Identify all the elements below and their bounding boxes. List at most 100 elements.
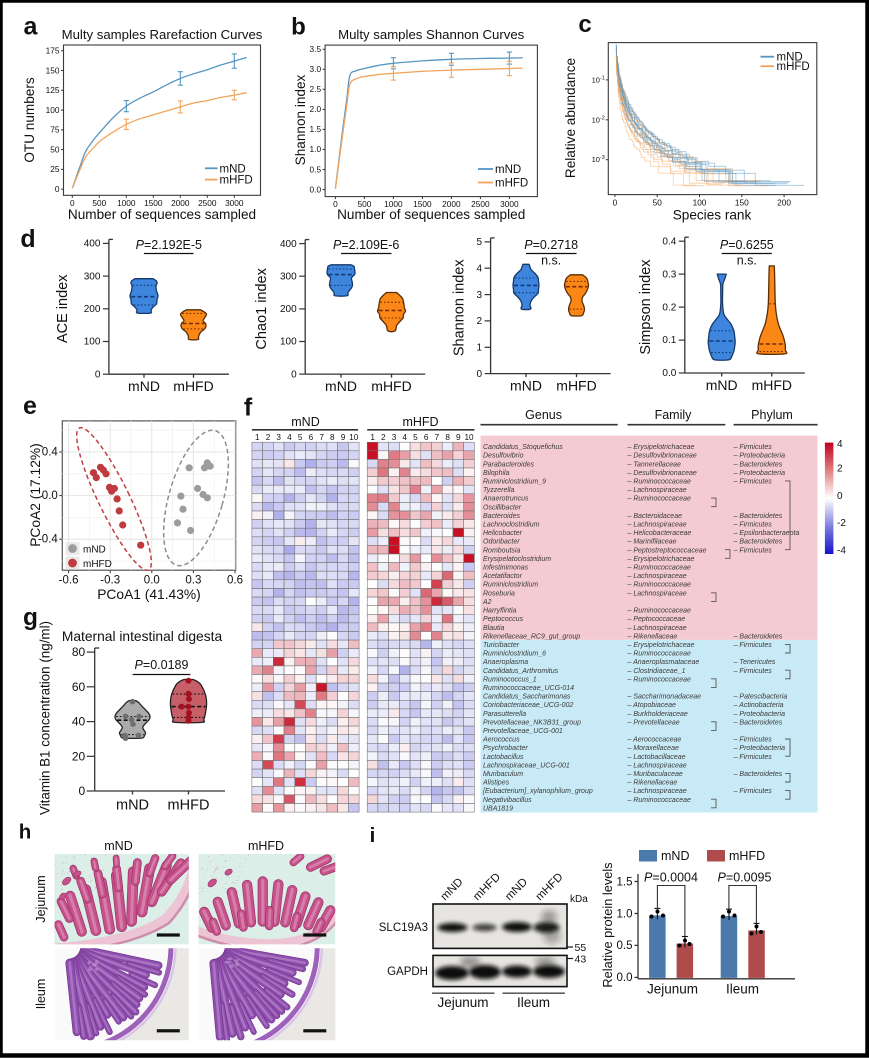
svg-text:– Rikenellaceae: – Rikenellaceae bbox=[627, 633, 678, 640]
svg-text:10: 10 bbox=[464, 433, 474, 442]
svg-text:300: 300 bbox=[84, 271, 101, 282]
svg-text:mHFD: mHFD bbox=[471, 871, 503, 903]
svg-text:1000: 1000 bbox=[117, 198, 136, 208]
svg-text:200: 200 bbox=[777, 198, 791, 208]
svg-text:0.4: 0.4 bbox=[662, 236, 676, 247]
svg-text:Bilophila: Bilophila bbox=[483, 470, 510, 477]
svg-text:– Bacteroidaceae: – Bacteroidaceae bbox=[627, 513, 683, 520]
svg-text:Maternal intestinal digesta: Maternal intestinal digesta bbox=[62, 629, 223, 644]
svg-text:10-3: 10-3 bbox=[592, 155, 605, 164]
svg-text:b: b bbox=[291, 14, 306, 41]
svg-text:– Atopobiaceae: – Atopobiaceae bbox=[627, 702, 676, 709]
svg-text:mND: mND bbox=[220, 163, 246, 175]
svg-text:-0.4: -0.4 bbox=[38, 534, 58, 546]
svg-text:8: 8 bbox=[330, 433, 335, 442]
svg-text:Chao1 index: Chao1 index bbox=[254, 267, 270, 349]
svg-text:200: 200 bbox=[84, 304, 101, 315]
svg-text:200: 200 bbox=[280, 304, 297, 315]
svg-text:– Desulfovibrionaceae: – Desulfovibrionaceae bbox=[627, 453, 697, 460]
svg-text:– Muribaculaceae: – Muribaculaceae bbox=[627, 771, 683, 778]
svg-text:-0.6: -0.6 bbox=[59, 575, 79, 587]
svg-text:50: 50 bbox=[50, 144, 60, 154]
svg-text:PCoA2 (17.12%): PCoA2 (17.12%) bbox=[28, 443, 43, 547]
svg-text:g: g bbox=[23, 604, 38, 631]
svg-text:0: 0 bbox=[291, 369, 297, 380]
svg-text:1500: 1500 bbox=[144, 198, 163, 208]
svg-text:175: 175 bbox=[46, 46, 60, 56]
svg-text:0: 0 bbox=[79, 784, 86, 798]
svg-text:A2: A2 bbox=[482, 599, 492, 606]
svg-text:Ruminococcus_1: Ruminococcus_1 bbox=[483, 676, 537, 683]
svg-text:150: 150 bbox=[735, 198, 749, 208]
svg-text:– Lachnospiraceae: – Lachnospiraceae bbox=[627, 625, 687, 632]
svg-text:Candidatus_Saccharimonas: Candidatus_Saccharimonas bbox=[483, 694, 571, 701]
svg-text:OTU numbers: OTU numbers bbox=[22, 77, 37, 163]
svg-text:Lachnoclostridium: Lachnoclostridium bbox=[483, 522, 540, 529]
svg-text:– Moraxellaceae: – Moraxellaceae bbox=[627, 745, 679, 752]
svg-text:Ileum: Ileum bbox=[34, 979, 48, 1010]
svg-text:mHFD: mHFD bbox=[83, 559, 112, 570]
svg-text:Harryflintia: Harryflintia bbox=[483, 608, 517, 615]
svg-text:– Tannerellaceae: – Tannerellaceae bbox=[627, 461, 682, 468]
svg-text:Roseburia: Roseburia bbox=[483, 590, 515, 597]
svg-text:Number of sequences sampled: Number of sequences sampled bbox=[337, 207, 525, 222]
svg-text:mND: mND bbox=[510, 378, 542, 394]
svg-text:2: 2 bbox=[837, 464, 843, 475]
svg-text:75: 75 bbox=[50, 125, 60, 135]
svg-text:100: 100 bbox=[46, 105, 60, 115]
svg-text:0: 0 bbox=[55, 184, 60, 194]
svg-text:mHFD: mHFD bbox=[729, 849, 765, 863]
svg-text:Romboutsia: Romboutsia bbox=[483, 547, 520, 554]
svg-text:3000: 3000 bbox=[500, 199, 519, 209]
svg-text:Shannon index: Shannon index bbox=[452, 259, 468, 356]
svg-text:40: 40 bbox=[72, 715, 86, 729]
svg-text:Coriobacteriaceae_UCG-002: Coriobacteriaceae_UCG-002 bbox=[483, 702, 573, 709]
svg-text:1.0: 1.0 bbox=[617, 908, 633, 920]
svg-text:2500: 2500 bbox=[198, 198, 217, 208]
svg-text:– Proteobacteria: – Proteobacteria bbox=[733, 745, 785, 752]
svg-text:Relative protein levels: Relative protein levels bbox=[600, 862, 615, 987]
svg-text:7: 7 bbox=[319, 433, 324, 442]
svg-text:9: 9 bbox=[341, 433, 346, 442]
svg-text:150: 150 bbox=[46, 65, 60, 75]
svg-text:Tyzzerella: Tyzzerella bbox=[483, 487, 514, 494]
svg-text:0: 0 bbox=[837, 491, 843, 502]
svg-text:Ileum: Ileum bbox=[726, 982, 759, 997]
svg-text:mHFD: mHFD bbox=[402, 415, 438, 429]
svg-text:125: 125 bbox=[46, 85, 60, 95]
svg-text:Ruminiclostridium_9: Ruminiclostridium_9 bbox=[483, 479, 546, 486]
svg-text:Candidatus_Arthromitus: Candidatus_Arthromitus bbox=[483, 668, 559, 675]
svg-text:3: 3 bbox=[477, 290, 483, 301]
svg-text:Turicibacter: Turicibacter bbox=[483, 642, 520, 649]
svg-text:[Eubacterium]_xylanophilum_gro: [Eubacterium]_xylanophilum_group bbox=[482, 788, 593, 795]
svg-text:– Bacteroidetes: – Bacteroidetes bbox=[733, 719, 783, 726]
svg-text:0.3: 0.3 bbox=[662, 269, 676, 280]
svg-text:2.0: 2.0 bbox=[310, 104, 322, 114]
svg-text:mND: mND bbox=[706, 377, 738, 393]
svg-text:Jejunum: Jejunum bbox=[647, 982, 698, 997]
svg-text:0.0: 0.0 bbox=[42, 490, 58, 502]
svg-text:0.5: 0.5 bbox=[617, 940, 633, 952]
svg-text:9: 9 bbox=[456, 433, 461, 442]
svg-text:mND: mND bbox=[325, 378, 357, 394]
svg-text:2: 2 bbox=[477, 316, 483, 327]
svg-text:– Peptococcaceae: – Peptococcaceae bbox=[627, 616, 686, 623]
svg-text:20: 20 bbox=[72, 749, 86, 763]
svg-text:– Anaeroplasmataceae: – Anaeroplasmataceae bbox=[627, 659, 700, 666]
svg-text:-0.3: -0.3 bbox=[100, 575, 120, 587]
svg-text:– Ruminococcaceae: – Ruminococcaceae bbox=[627, 496, 692, 503]
svg-text:mND: mND bbox=[291, 415, 319, 429]
svg-text:2.5: 2.5 bbox=[310, 84, 322, 94]
svg-text:– Bacteroidetes: – Bacteroidetes bbox=[733, 539, 783, 546]
svg-text:Blautia: Blautia bbox=[483, 625, 505, 632]
svg-text:Anaerotruncus: Anaerotruncus bbox=[482, 496, 529, 503]
svg-text:Ileum: Ileum bbox=[517, 995, 550, 1010]
svg-text:mND: mND bbox=[503, 876, 530, 903]
svg-text:4: 4 bbox=[287, 433, 292, 442]
svg-text:– Saccharimonadaceae: – Saccharimonadaceae bbox=[627, 694, 702, 701]
svg-text:2: 2 bbox=[381, 433, 386, 442]
svg-text:– Ruminococcaceae: – Ruminococcaceae bbox=[627, 676, 692, 683]
svg-text:– Ruminococcaceae: – Ruminococcaceae bbox=[627, 565, 692, 572]
svg-text:6: 6 bbox=[309, 433, 314, 442]
svg-text:0.6: 0.6 bbox=[227, 575, 243, 587]
